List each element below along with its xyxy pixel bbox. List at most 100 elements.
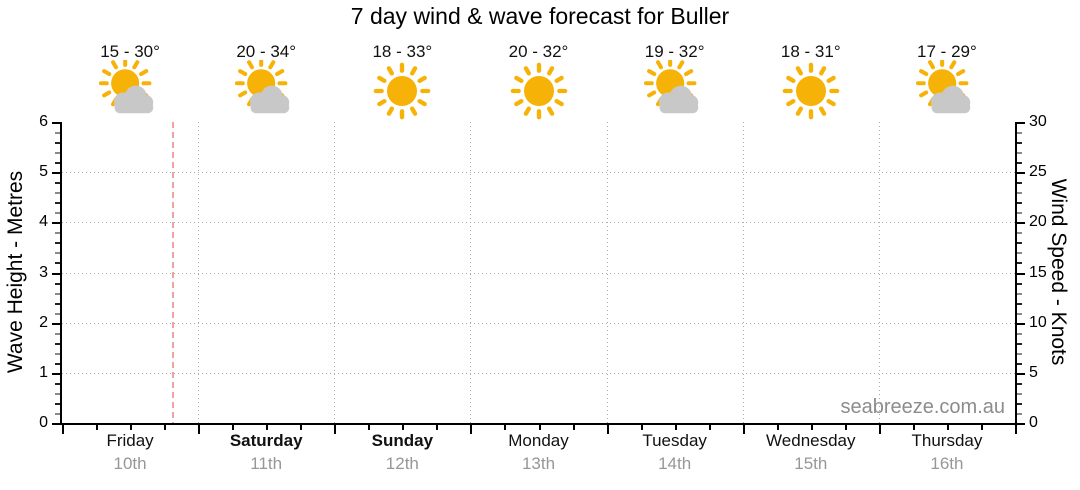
x-axis-minor-tick <box>980 425 983 430</box>
right-axis-minor-tick <box>1017 392 1022 395</box>
right-axis-minor-tick <box>1017 162 1022 165</box>
left-axis-minor-tick <box>55 302 60 305</box>
x-axis-minor-tick <box>300 425 303 430</box>
gridline-horizontal <box>62 322 1015 324</box>
day-temp: 18 - 33° <box>372 42 433 61</box>
left-axis-tick-label: 6 <box>39 113 48 130</box>
sun-cloud-glyph <box>98 56 154 114</box>
x-axis-day-tick <box>878 425 881 434</box>
right-axis-minor-tick <box>1017 342 1022 345</box>
x-axis-minor-tick <box>96 425 99 430</box>
x-axis-day-tick <box>606 425 609 434</box>
x-axis-minor-tick <box>572 425 575 430</box>
left-axis-minor-tick <box>55 412 60 415</box>
now-marker-line <box>172 122 174 423</box>
left-axis-tick-label: 5 <box>39 163 48 181</box>
x-axis-minor-tick <box>810 425 813 430</box>
partly-cloudy-icon <box>235 56 297 122</box>
day-temp: 20 - 32° <box>508 42 569 61</box>
x-axis-day-tick <box>1015 425 1017 434</box>
right-axis-tick-label: 25 <box>1029 163 1047 181</box>
day-label: Friday <box>106 431 154 450</box>
left-axis-tick <box>52 423 60 425</box>
day-temp: 17 - 29° <box>917 42 977 61</box>
left-axis-minor-tick <box>55 392 60 395</box>
day-temp: 18 - 31° <box>780 42 841 61</box>
x-axis-minor-tick <box>776 425 779 430</box>
left-axis-minor-tick <box>55 162 60 165</box>
x-axis-minor-tick <box>164 425 167 430</box>
left-axis-minor-tick <box>55 252 60 255</box>
day-temp: 19 - 32° <box>644 42 705 61</box>
right-axis-minor-tick <box>1017 142 1022 145</box>
x-axis-minor-tick <box>538 425 541 430</box>
left-axis-tick-label: 3 <box>39 263 48 281</box>
x-axis-day-tick <box>334 425 337 434</box>
left-axis-minor-tick <box>55 232 60 235</box>
right-axis-minor-tick <box>1017 402 1022 405</box>
left-axis-tick <box>52 122 60 124</box>
right-axis-tick <box>1017 172 1025 175</box>
right-axis-tick <box>1017 423 1025 425</box>
right-axis-tick <box>1017 222 1025 225</box>
day-label: Tuesday <box>642 431 707 450</box>
x-axis-day-tick <box>198 425 201 434</box>
right-axis-minor-tick <box>1017 262 1022 265</box>
day-temp: 20 - 34° <box>236 42 297 61</box>
sun-glyph <box>374 62 431 120</box>
right-axis-tick <box>1017 272 1025 275</box>
left-axis-minor-tick <box>55 402 60 405</box>
left-axis-tick <box>52 322 60 325</box>
right-axis-tick-label: 10 <box>1029 313 1047 331</box>
left-axis-tick <box>52 222 60 225</box>
gridline-horizontal <box>62 222 1015 224</box>
gridline-horizontal <box>62 272 1015 274</box>
left-axis-tick <box>52 272 60 275</box>
left-axis-tick <box>52 372 60 375</box>
x-axis-minor-tick <box>436 425 439 430</box>
right-axis-minor-tick <box>1017 362 1022 365</box>
right-axis-tick <box>1017 122 1025 124</box>
right-axis-minor-tick <box>1017 242 1022 245</box>
left-axis-minor-tick <box>55 342 60 345</box>
right-axis-tick-label: 5 <box>1029 363 1038 381</box>
left-axis-minor-tick <box>55 362 60 365</box>
sun-glyph <box>782 62 840 120</box>
sunny-icon <box>508 60 570 122</box>
partly-cloudy-icon <box>98 56 161 122</box>
left-axis-minor-tick <box>55 292 60 295</box>
x-axis-minor-tick <box>640 425 643 430</box>
left-axis-minor-tick <box>55 192 60 195</box>
day-date: 10th <box>113 454 147 473</box>
right-axis-minor-tick <box>1017 232 1022 235</box>
right-axis-line <box>1015 122 1017 425</box>
right-axis-minor-tick <box>1017 332 1022 335</box>
left-axis-minor-tick <box>55 282 60 285</box>
x-axis-minor-tick <box>232 425 235 430</box>
day-label: Sunday <box>371 431 434 450</box>
right-axis-minor-tick <box>1017 182 1022 185</box>
day-label: Thursday <box>911 431 983 450</box>
right-axis-minor-tick <box>1017 152 1022 155</box>
bottom-axis-line <box>60 423 1017 425</box>
x-axis-minor-tick <box>674 425 677 430</box>
right-axis-minor-tick <box>1017 312 1022 315</box>
right-axis-tick-label: 0 <box>1029 414 1038 431</box>
sun-glyph <box>510 62 567 120</box>
left-axis-minor-tick <box>55 312 60 315</box>
day-date: 15th <box>794 454 828 473</box>
right-axis-tick-label: 20 <box>1029 213 1047 231</box>
right-axis-tick <box>1017 372 1025 375</box>
gridline-horizontal <box>62 172 1015 174</box>
day-date: 14th <box>658 454 692 473</box>
x-axis-minor-tick <box>504 425 507 430</box>
day-date: 13th <box>521 454 556 473</box>
x-axis-minor-tick <box>266 425 269 430</box>
right-axis-minor-tick <box>1017 352 1022 355</box>
right-axis-tick-label: 15 <box>1029 263 1047 281</box>
left-axis-minor-tick <box>55 212 60 215</box>
partly-cloudy-icon <box>915 56 978 122</box>
right-axis-tick <box>1017 322 1025 325</box>
right-axis-minor-tick <box>1017 132 1022 135</box>
